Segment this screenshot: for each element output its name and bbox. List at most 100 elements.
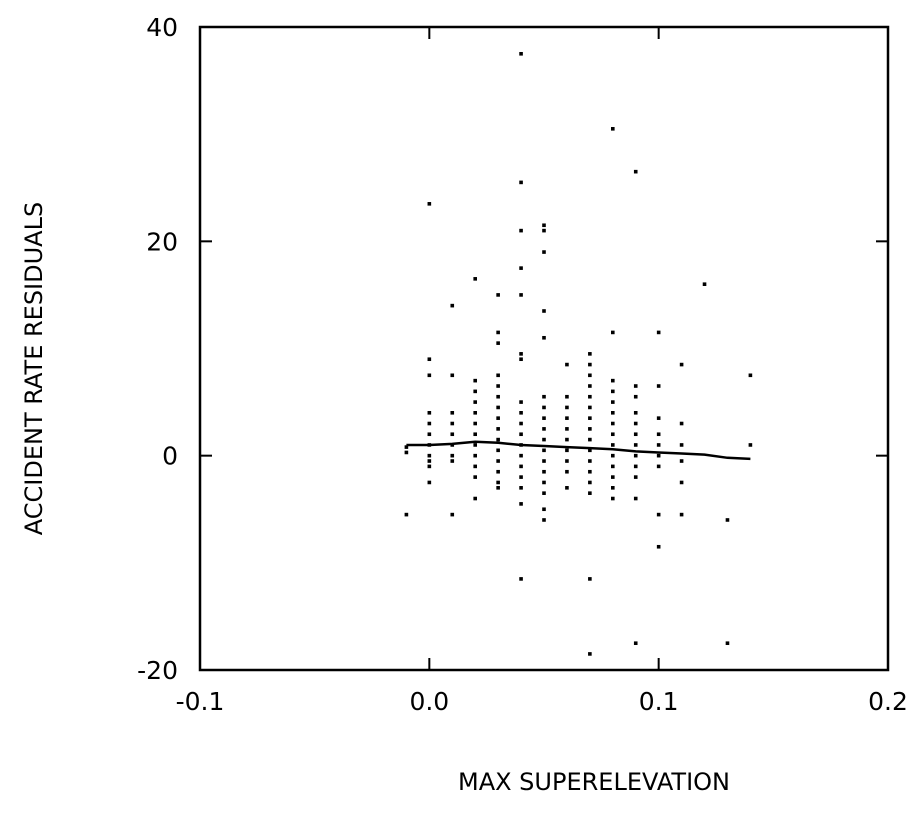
data-point [633,432,638,437]
data-point [473,378,477,383]
data-point [656,330,661,335]
data-point [473,443,477,447]
data-point [427,202,432,206]
data-point [611,421,615,426]
data-point [679,480,684,485]
data-point [633,443,638,447]
data-point [611,443,615,447]
data-point [588,427,592,431]
data-point [633,475,638,479]
x-tick-label: 0.0 [409,687,449,716]
data-point [588,362,592,367]
data-point [427,432,432,437]
data-point [519,486,523,490]
data-point [633,496,638,501]
data-point [519,228,523,233]
data-point [450,512,455,517]
data-point [519,577,523,581]
data-point [633,384,638,388]
data-point [542,469,546,474]
data-point [496,448,500,453]
data-point [588,577,592,581]
data-point [542,394,546,399]
data-point [611,378,615,383]
data-point [611,453,615,458]
data-point [542,448,546,453]
data-point [565,486,569,490]
data-point [656,512,661,517]
data-point [565,416,569,420]
data-point [611,330,615,335]
data-point [496,459,500,463]
data-point [679,362,684,367]
data-point [611,432,615,437]
data-point [542,228,546,233]
data-point [496,437,500,442]
data-point [404,450,409,455]
y-tick-label: 40 [146,13,178,42]
data-point [565,394,569,399]
data-point [611,475,615,479]
data-point [427,464,432,469]
x-axis-title: MAX SUPERELEVATION [458,768,730,796]
data-point [542,518,546,522]
data-point [611,127,615,131]
data-point [633,421,638,426]
data-point [496,416,500,420]
data-point [473,421,477,426]
data-point [427,421,432,426]
data-point [565,405,569,410]
data-point [496,427,500,431]
data-point [588,373,592,378]
data-point [588,459,592,463]
data-point [565,459,569,463]
data-point [588,405,592,410]
data-point [633,394,638,399]
data-point [519,352,523,356]
data-point [656,384,661,388]
data-point [496,394,500,399]
data-point [519,475,523,479]
data-point [450,432,455,437]
y-tick-label: 0 [162,442,178,471]
data-point [473,277,477,281]
data-point [633,411,638,415]
data-point [748,373,753,378]
data-point [450,303,455,308]
data-point [450,453,455,458]
data-point [496,373,500,378]
data-point [519,400,523,404]
data-point [679,443,684,447]
data-point [542,223,546,228]
data-point [656,464,661,469]
data-point [656,432,661,437]
data-point [748,443,753,447]
data-point [542,459,546,463]
data-point [427,357,432,362]
data-point [588,480,592,485]
data-point [633,169,638,174]
data-point [496,384,500,388]
data-point [588,469,592,474]
data-point [473,411,477,415]
data-point [427,459,432,463]
data-point [519,180,523,185]
data-point [702,282,707,286]
data-point [679,421,684,426]
data-point [519,453,523,458]
data-point [542,416,546,420]
data-point [404,512,409,517]
data-point [404,445,409,449]
data-point [725,518,730,522]
data-point [519,502,523,506]
data-point [542,427,546,431]
data-point [496,486,500,490]
data-point [542,250,546,254]
data-point [519,464,523,469]
data-point [519,266,523,270]
data-point [427,453,432,458]
data-point [656,416,661,420]
data-point [611,486,615,490]
data-point [633,453,638,458]
